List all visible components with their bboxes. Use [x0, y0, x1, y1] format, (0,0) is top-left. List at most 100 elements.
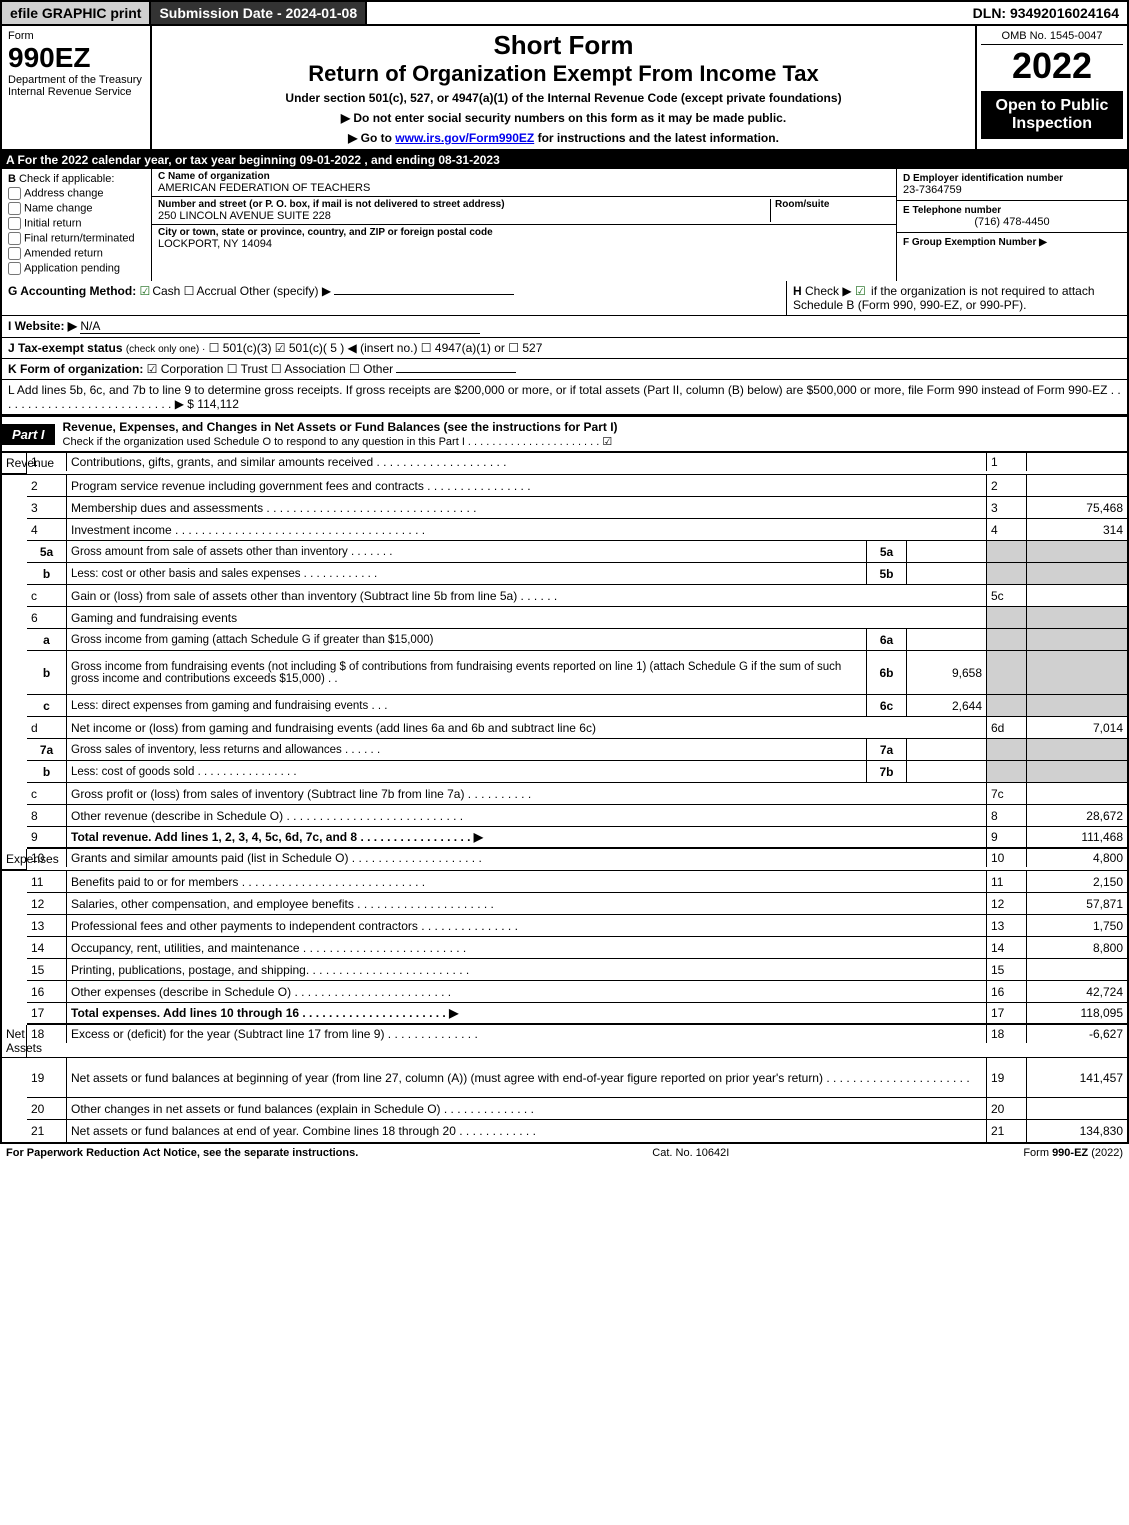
footer-left: For Paperwork Reduction Act Notice, see … [6, 1147, 358, 1159]
line16-desc: Other expenses (describe in Schedule O) … [67, 981, 987, 1002]
chk-address-change[interactable]: Address change [8, 187, 145, 200]
line19-amt: 141,457 [1027, 1058, 1127, 1097]
k-other-input[interactable] [396, 372, 516, 373]
line3-desc: Membership dues and assessments . . . . … [67, 497, 987, 518]
line5b-num: b [27, 563, 67, 584]
line6a-amt [1027, 629, 1127, 650]
j-opts: ☐ 501(c)(3) ☑ 501(c)( 5 ) ◀ (insert no.)… [209, 341, 543, 355]
chk-cash[interactable] [140, 284, 153, 298]
section-b: B Check if applicable: Address change Na… [2, 169, 152, 281]
chk-name-change[interactable]: Name change [8, 202, 145, 215]
line6c-sub: 6c [867, 695, 907, 716]
line12-amt: 57,871 [1027, 893, 1127, 914]
line1-desc: Contributions, gifts, grants, and simila… [67, 453, 987, 471]
line7b-sv [907, 761, 987, 782]
line18-amt: -6,627 [1027, 1025, 1127, 1043]
line5a-sv [907, 541, 987, 562]
line7b-num: b [27, 761, 67, 782]
line20-ln: 20 [987, 1098, 1027, 1119]
line11-num: 11 [27, 871, 67, 892]
chk-final-return[interactable]: Final return/terminated [8, 232, 145, 245]
line15-ln: 15 [987, 959, 1027, 980]
page-footer: For Paperwork Reduction Act Notice, see … [0, 1144, 1129, 1162]
line12-ln: 12 [987, 893, 1027, 914]
line11-amt: 2,150 [1027, 871, 1127, 892]
g-other-input[interactable] [334, 294, 514, 295]
website-value: N/A [80, 319, 480, 334]
line14-ln: 14 [987, 937, 1027, 958]
line19-desc: Net assets or fund balances at beginning… [67, 1058, 987, 1097]
line6c-num: c [27, 695, 67, 716]
chk-pending[interactable]: Application pending [8, 262, 145, 275]
line18-num: 18 [27, 1025, 67, 1043]
line1-num: 1 [27, 453, 67, 471]
line7a-desc: Gross sales of inventory, less returns a… [67, 739, 867, 760]
line5a-ln [987, 541, 1027, 562]
k-opts: ☑ Corporation ☐ Trust ☐ Association ☐ Ot… [147, 362, 393, 376]
line6c-amt [1027, 695, 1127, 716]
line6a-desc: Gross income from gaming (attach Schedul… [67, 629, 867, 650]
line21-amt: 134,830 [1027, 1120, 1127, 1142]
vlabel-net-assets: Net Assets [2, 1025, 27, 1057]
line6a-num: a [27, 629, 67, 650]
part-i-tab: Part I [2, 424, 55, 445]
line6-desc: Gaming and fundraising events [67, 607, 987, 628]
line6b-num: b [27, 651, 67, 694]
form-header: Form 990EZ Department of the Treasury In… [0, 26, 1129, 151]
line5b-amt [1027, 563, 1127, 584]
line20-num: 20 [27, 1098, 67, 1119]
vlabel-expenses: Expenses [2, 849, 27, 870]
line5c-ln: 5c [987, 585, 1027, 606]
line4-num: 4 [27, 519, 67, 540]
irs-link[interactable]: www.irs.gov/Form990EZ [395, 131, 534, 145]
efile-print-button[interactable]: efile GRAPHIC print [2, 2, 151, 24]
line21-num: 21 [27, 1120, 67, 1142]
line6b-sub: 6b [867, 651, 907, 694]
open-public: Open to Public Inspection [981, 91, 1123, 139]
line14-amt: 8,800 [1027, 937, 1127, 958]
line5c-amt [1027, 585, 1127, 606]
line15-desc: Printing, publications, postage, and shi… [67, 959, 987, 980]
group-exempt-label: F Group Exemption Number ▶ [903, 237, 1121, 248]
line7b-ln [987, 761, 1027, 782]
l-value: 114,112 [197, 397, 239, 411]
line16-amt: 42,724 [1027, 981, 1127, 1002]
phone-label: E Telephone number [903, 205, 1121, 216]
chk-accrual[interactable] [184, 284, 197, 298]
part-i-check: Check if the organization used Schedule … [63, 436, 613, 448]
line7c-ln: 7c [987, 783, 1027, 804]
form-word: Form [8, 30, 144, 42]
line7b-sub: 7b [867, 761, 907, 782]
chk-initial-return[interactable]: Initial return [8, 217, 145, 230]
goto-pre: ▶ Go to [348, 131, 395, 145]
line7a-sub: 7a [867, 739, 907, 760]
line6d-amt: 7,014 [1027, 717, 1127, 738]
short-form-title: Short Form [156, 30, 971, 61]
line6c-ln [987, 695, 1027, 716]
line8-amt: 28,672 [1027, 805, 1127, 826]
topbar-spacer [367, 2, 965, 24]
dln-label: DLN: 93492016024164 [965, 2, 1127, 24]
chk-amended[interactable]: Amended return [8, 247, 145, 260]
line16-ln: 16 [987, 981, 1027, 1002]
org-name: AMERICAN FEDERATION OF TEACHERS [158, 182, 890, 194]
chk-h[interactable] [855, 284, 868, 298]
section-a-bar: A For the 2022 calendar year, or tax yea… [0, 151, 1129, 169]
g-other: Other (specify) ▶ [240, 284, 331, 298]
ssn-note: ▶ Do not enter social security numbers o… [156, 111, 971, 125]
line5c-num: c [27, 585, 67, 606]
line9-amt: 111,468 [1027, 827, 1127, 847]
line1-amt [1027, 453, 1127, 471]
line17-num: 17 [27, 1003, 67, 1023]
line5a-num: 5a [27, 541, 67, 562]
line18-desc: Excess or (deficit) for the year (Subtra… [67, 1025, 987, 1043]
line13-desc: Professional fees and other payments to … [67, 915, 987, 936]
ein-value: 23-7364759 [903, 184, 1121, 196]
header-center: Short Form Return of Organization Exempt… [152, 26, 977, 149]
under-section: Under section 501(c), 527, or 4947(a)(1)… [156, 91, 971, 105]
line21-desc: Net assets or fund balances at end of ye… [67, 1120, 987, 1142]
line5a-amt [1027, 541, 1127, 562]
dept-treasury: Department of the Treasury [8, 74, 144, 86]
line2-desc: Program service revenue including govern… [67, 475, 987, 496]
line3-num: 3 [27, 497, 67, 518]
